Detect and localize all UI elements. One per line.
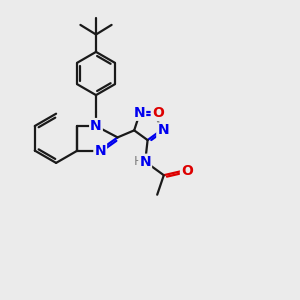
Text: H: H bbox=[134, 155, 143, 168]
Text: N: N bbox=[134, 106, 145, 120]
Text: N: N bbox=[94, 144, 106, 158]
Text: N: N bbox=[157, 123, 169, 137]
Text: O: O bbox=[181, 164, 193, 178]
Text: N: N bbox=[90, 119, 102, 133]
Text: N: N bbox=[140, 155, 151, 169]
Text: O: O bbox=[152, 106, 164, 120]
